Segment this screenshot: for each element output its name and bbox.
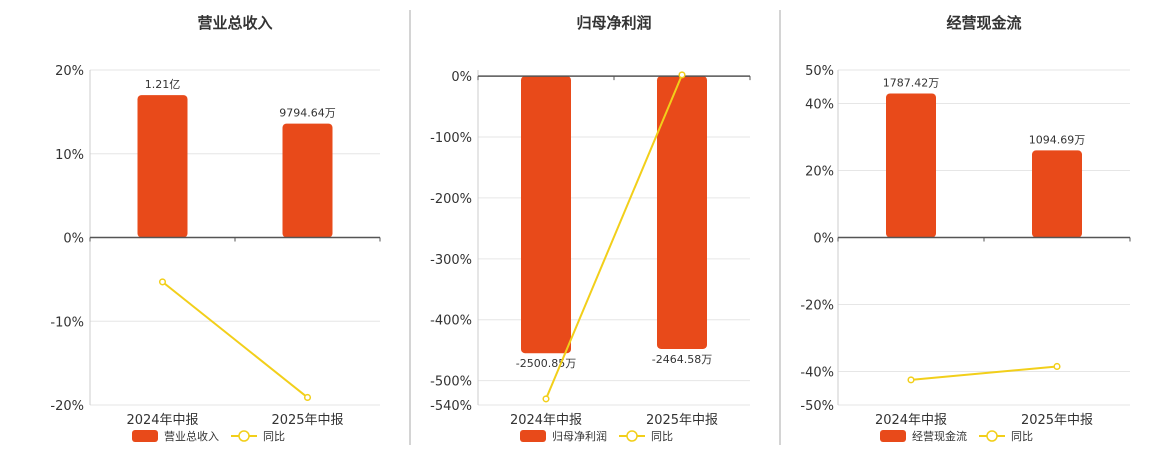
chart-2-bar	[521, 76, 571, 354]
chart-2-ytick-label: -540%	[430, 399, 472, 414]
chart-1-category-label: 2025年中报	[271, 413, 343, 428]
chart-2-legend-bar-label: 归母净利润	[552, 429, 607, 443]
chart-3-legend-bar-swatch	[880, 430, 906, 442]
chart-1-title: 营业总收入	[197, 14, 272, 32]
chart-1-legend-bar-label: 营业总收入	[164, 429, 219, 443]
chart-3-legend-line-marker	[986, 430, 998, 442]
chart-3-line-point	[1053, 362, 1061, 371]
chart-3-ytick-label: 20%	[805, 165, 834, 180]
chart-1-ytick-label: 10%	[55, 148, 84, 163]
chart-1-line-series	[161, 281, 309, 399]
chart-1-legend-line-label: 同比	[263, 430, 285, 443]
chart-3-ytick-label: -20%	[800, 299, 834, 314]
chart-3-ytick-label: 40%	[805, 98, 834, 113]
chart-3-line-point	[907, 376, 915, 384]
chart-2-line-series	[545, 74, 683, 400]
chart-1-legend-line-marker	[238, 430, 250, 442]
chart-3-title: 经营现金流	[946, 14, 1021, 32]
chart-3-ytick-label: 50%	[805, 64, 834, 79]
chart-1-bar	[137, 95, 188, 238]
chart-3-bar	[1032, 150, 1082, 238]
chart-1-line-point	[158, 278, 167, 286]
chart-2-bar	[657, 76, 707, 349]
chart-3-category-label: 2025年中报	[1021, 413, 1093, 428]
chart-2-legend-line-marker	[626, 430, 638, 442]
chart-3-bar-label: 1787.42万	[883, 76, 940, 89]
chart-2-ytick-label: -200%	[430, 192, 472, 207]
chart-2-category-label: 2024年中报	[510, 413, 582, 428]
chart-2-title: 归母净利润	[576, 14, 651, 32]
chart-3-line-series	[910, 365, 1058, 381]
chart-2-category-label: 2025年中报	[646, 413, 718, 428]
chart-1-legend-bar-swatch	[132, 430, 158, 442]
chart-3-category-label: 2024年中报	[875, 413, 947, 428]
chart-1-bar-label: 1.21亿	[145, 78, 181, 91]
chart-3-ytick-label: -50%	[800, 399, 834, 414]
chart-3-legend-bar-label: 经营现金流	[912, 429, 967, 443]
chart-3-bar-label: 1094.69万	[1029, 133, 1086, 146]
chart-2-bar-label: -2500.85万	[516, 357, 576, 370]
chart-2-ytick-label: -300%	[430, 253, 472, 268]
chart-2-bar-label: -2464.58万	[652, 353, 712, 366]
chart-3-legend-line-label: 同比	[1011, 430, 1033, 443]
chart-1-category-label: 2024年中报	[126, 413, 198, 428]
chart-2-legend-bar-swatch	[520, 430, 546, 442]
chart-1-ytick-label: -10%	[50, 315, 84, 330]
chart-1-line-point	[303, 393, 312, 402]
chart-1-ytick-label: 0%	[63, 232, 84, 247]
chart-2-line-point	[542, 395, 550, 403]
chart-1-ytick-label: 20%	[55, 64, 84, 79]
chart-3-ytick-label: 0%	[813, 232, 834, 247]
chart-2-ytick-label: -100%	[430, 131, 472, 146]
chart-2-ytick-label: -400%	[430, 314, 472, 329]
chart-2-line-point	[678, 71, 686, 79]
chart-3-bar	[886, 93, 936, 238]
chart-3-ytick-label: -40%	[800, 366, 834, 381]
chart-1-ytick-label: -20%	[50, 399, 84, 414]
chart-2-ytick-label: 0%	[451, 70, 472, 85]
chart-2-ytick-label: -500%	[430, 375, 472, 390]
chart-1-bar-label: 9794.64万	[279, 107, 336, 120]
chart-1-bar	[282, 123, 333, 238]
chart-2-legend-line-label: 同比	[651, 430, 673, 443]
